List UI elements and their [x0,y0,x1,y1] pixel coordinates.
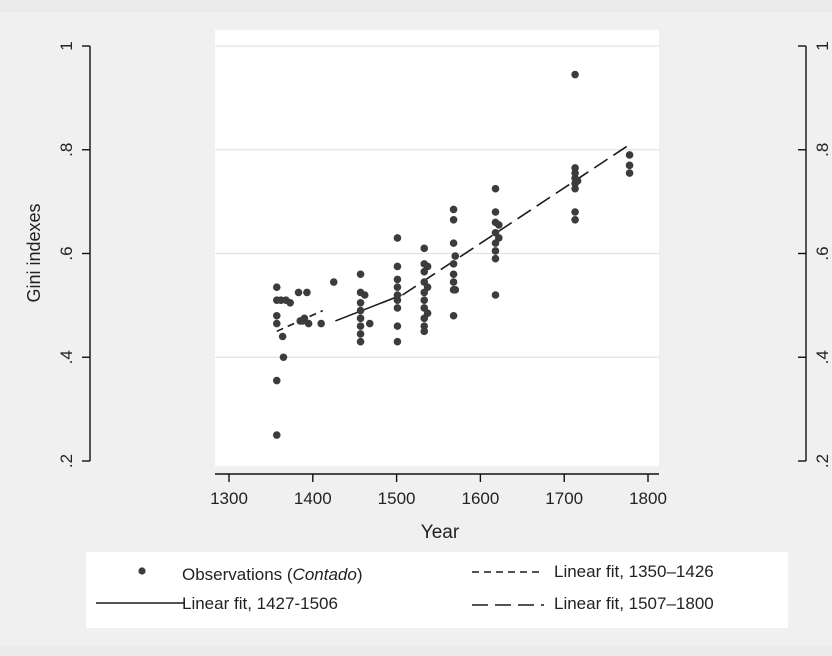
data-point-79 [573,177,582,185]
data-point-24 [356,322,365,330]
data-point-50 [423,309,432,317]
x-tick-label-2: 1500 [378,489,416,508]
data-point-18 [329,278,338,286]
data-point-22 [356,306,365,315]
right-y-tick-label-3: .8 [813,143,832,157]
y-tick-label-0: .2 [57,454,76,468]
data-point-80 [625,151,634,159]
legend-label-fit-1507-1800: Linear fit, 1507–1800 [554,594,714,613]
data-point-66 [491,247,500,255]
right-y-tick-label-2: .6 [813,246,832,260]
data-point-35 [393,304,402,312]
data-point-27 [360,291,369,299]
legend-symbol-observations [138,567,146,575]
data-point-54 [449,260,458,268]
gridlines [215,45,659,358]
y-tick-label-3: .8 [57,143,76,157]
data-point-43 [420,296,429,304]
x-tick-label-5: 1800 [629,489,667,508]
data-point-70 [495,234,503,242]
y-axis-label: Gini indexes [24,203,44,302]
data-point-4 [272,376,281,385]
data-point-7 [278,332,287,341]
data-point-26 [356,337,365,346]
data-point-23 [356,314,365,323]
data-point-29 [393,234,402,242]
data-point-28 [365,319,374,328]
data-point-30 [393,262,402,271]
data-point-49 [423,283,432,292]
data-point-8 [279,353,288,362]
observation-points [272,70,634,439]
data-point-81 [625,161,634,170]
legend-symbol-fit-1350-1426 [472,571,544,573]
data-point-10 [286,298,294,307]
data-point-16 [304,319,313,328]
data-point-32 [393,283,402,292]
data-point-25 [356,330,365,338]
data-point-82 [625,169,634,177]
data-point-53 [449,239,458,247]
data-point-21 [356,298,365,307]
x-tick-label-1: 1400 [294,489,332,508]
right-y-tick-label-1: .4 [813,350,832,364]
data-point-48 [423,262,432,271]
right-y-tick-label-0: .2 [813,454,832,468]
data-point-55 [449,270,458,279]
data-point-61 [491,184,500,193]
x-tick-label-3: 1600 [461,489,499,508]
data-point-3 [272,319,281,328]
data-point-37 [393,337,402,346]
data-point-71 [571,70,579,79]
y-axis: .2 .4 .6 .8 1 [57,41,91,468]
data-point-19 [356,270,365,279]
data-point-34 [393,296,402,304]
x-axis: 1300 1400 1500 1600 1700 1800 [210,473,667,508]
data-point-31 [393,275,402,284]
data-point-69 [495,221,503,229]
data-point-17 [317,319,325,328]
legend: Observations (Contado) Linear fit, 1350–… [86,552,788,628]
data-point-0 [272,283,281,292]
data-point-36 [393,322,402,330]
data-point-47 [420,327,429,336]
data-point-58 [449,311,458,320]
right-y-tick-label-4: 1 [813,41,832,50]
data-point-77 [571,208,579,216]
data-point-15 [303,288,311,297]
data-point-67 [491,254,500,263]
data-point-68 [491,291,500,299]
x-tick-label-0: 1300 [210,489,248,508]
legend-symbol-fit-1507-1800 [472,604,544,606]
data-point-76 [571,184,579,193]
data-point-2 [272,311,281,320]
data-point-78 [571,215,579,224]
legend-symbol-fit-1427-1506 [96,602,184,604]
data-point-60 [451,286,460,294]
y-tick-label-1: .4 [57,350,76,364]
data-point-59 [451,252,460,260]
legend-label-fit-1350-1426: Linear fit, 1350–1426 [554,562,714,581]
y-tick-label-2: .6 [57,246,76,260]
legend-label-fit-1427-1506: Linear fit, 1427-1506 [182,594,338,613]
data-point-14 [300,314,309,323]
data-point-5 [272,431,281,439]
data-point-51 [449,205,458,214]
legend-label-observations: Observations (Contado) [182,565,363,584]
plot-area [215,30,659,466]
y-tick-label-4: 1 [57,41,76,50]
right-panel-y-axis: .2 .4 .6 .8 1 [798,41,832,468]
fit-line-2 [335,294,402,322]
data-point-56 [449,278,458,286]
data-point-11 [294,288,303,297]
data-point-38 [420,244,429,253]
x-axis-label: Year [421,522,460,543]
x-tick-label-4: 1700 [545,489,583,508]
data-point-52 [449,215,458,224]
data-point-62 [491,208,500,216]
